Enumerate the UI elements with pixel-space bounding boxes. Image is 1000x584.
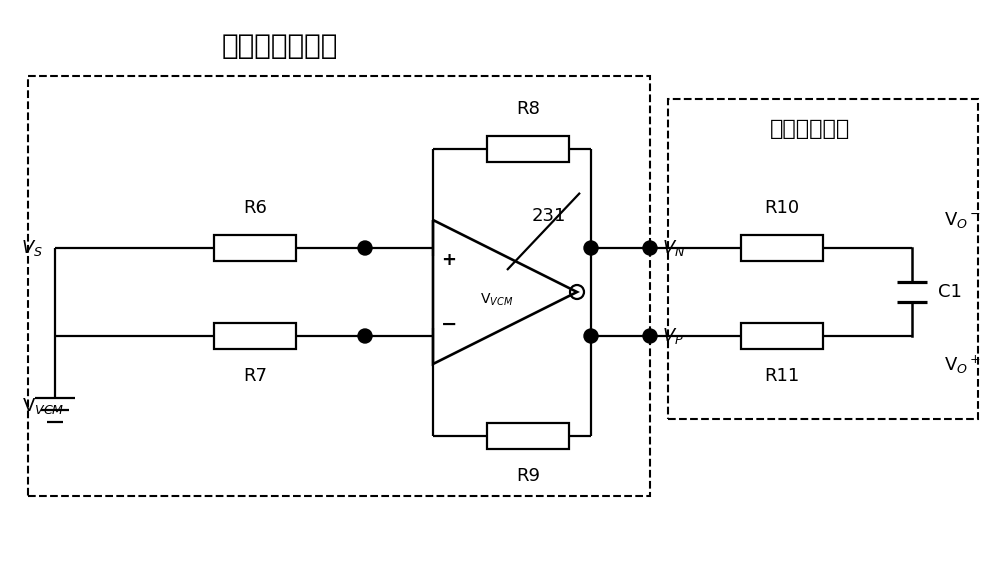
Text: C1: C1 [938,283,962,301]
Circle shape [358,329,372,343]
Text: V$_P$: V$_P$ [662,326,684,346]
Text: R7: R7 [243,367,267,385]
Text: V$_N$: V$_N$ [662,238,686,258]
Text: R11: R11 [764,367,800,385]
Circle shape [643,329,657,343]
Bar [741,323,823,349]
Bar [214,323,296,349]
Text: 单端转差分电路: 单端转差分电路 [222,32,338,60]
Text: R6: R6 [243,199,267,217]
Text: +: + [442,251,456,269]
Text: V$_{VCM}$: V$_{VCM}$ [480,292,514,308]
Text: V$_S$: V$_S$ [21,238,43,258]
Bar [668,99,978,419]
Circle shape [643,241,657,255]
Text: −: − [441,315,457,334]
Text: 231: 231 [532,207,566,225]
Text: V$_O$$^+$: V$_O$$^+$ [944,354,980,376]
Text: R9: R9 [516,467,540,485]
Text: V$_O$$^-$: V$_O$$^-$ [944,210,980,230]
Text: V$_{VCM}$: V$_{VCM}$ [22,396,64,416]
Text: R8: R8 [516,100,540,118]
Bar [214,235,296,261]
Bar [487,136,569,162]
Bar [741,235,823,261]
Bar [487,423,569,449]
Circle shape [584,241,598,255]
Text: 低通滤波电路: 低通滤波电路 [770,119,850,139]
Circle shape [584,329,598,343]
Circle shape [358,241,372,255]
Bar [28,76,650,496]
Text: R10: R10 [764,199,800,217]
